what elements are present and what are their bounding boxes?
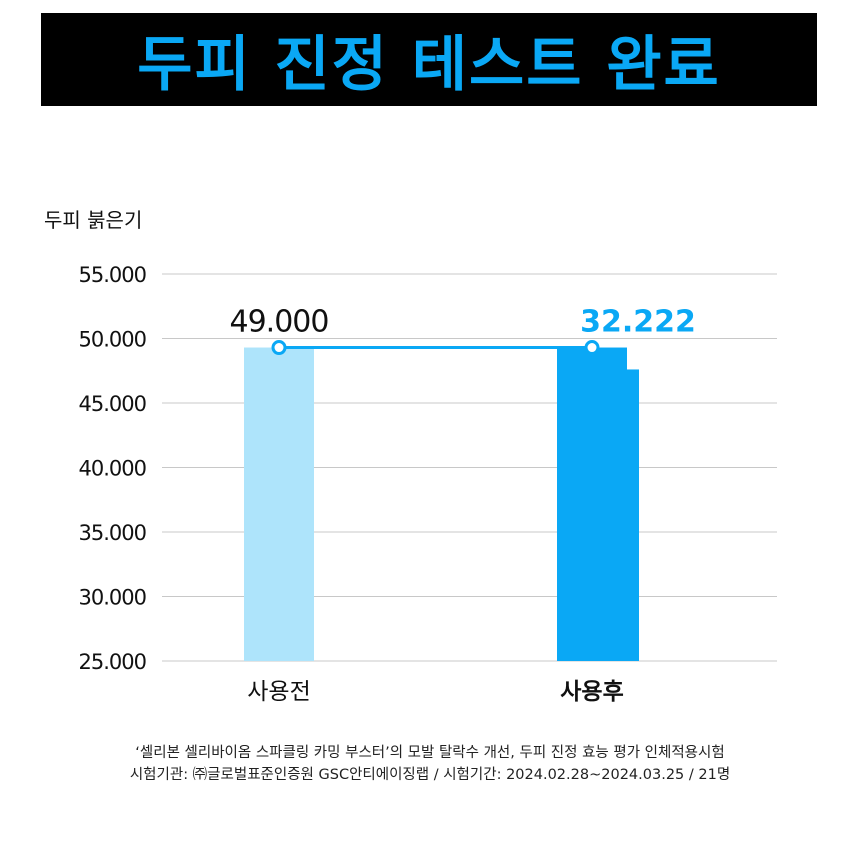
category-label-before: 사용전 — [247, 679, 310, 705]
category-label-after: 사용후 — [560, 679, 623, 705]
y-tick-label: 30.000 — [79, 586, 146, 610]
y-tick-label: 25.000 — [79, 650, 146, 674]
footer-line-2: 시험기관: ㈜글로벌표준인증원 GSC안티에이징랩 / 시험기간: 2024.0… — [129, 767, 731, 783]
y-tick-label: 45.000 — [79, 392, 146, 416]
trend-point-before — [271, 340, 287, 356]
bar-chart: 25.000 30.000 35.000 40.000 45.000 50.000 55.0… — [79, 263, 777, 705]
y-tick-label: 35.000 — [79, 521, 146, 545]
bar-after — [557, 347, 627, 661]
y-axis-label: 두피 붉은기 — [44, 208, 143, 232]
y-tick-label: 40.000 — [79, 457, 146, 481]
trend-point-after — [584, 340, 600, 356]
banner-title: 두피 진정 테스트 완료 — [137, 30, 721, 100]
data-label-before: 49.000 — [230, 305, 329, 340]
bar-after-step — [619, 369, 639, 661]
bar-before — [244, 347, 314, 661]
title-banner: 두피 진정 테스트 완료 — [41, 13, 817, 106]
footer-line-1: ‘셀리본 셀리바이옴 스파클링 카밍 부스터’의 모발 탈락수 개선, 두피 진… — [135, 745, 725, 761]
y-tick-label: 55.000 — [79, 263, 146, 287]
data-label-after: 32.222 — [580, 305, 696, 340]
footer-note: ‘셀리본 셀리바이옴 스파클링 카밍 부스터’의 모발 탈락수 개선, 두피 진… — [0, 742, 860, 786]
y-tick-label: 50.000 — [79, 328, 146, 352]
